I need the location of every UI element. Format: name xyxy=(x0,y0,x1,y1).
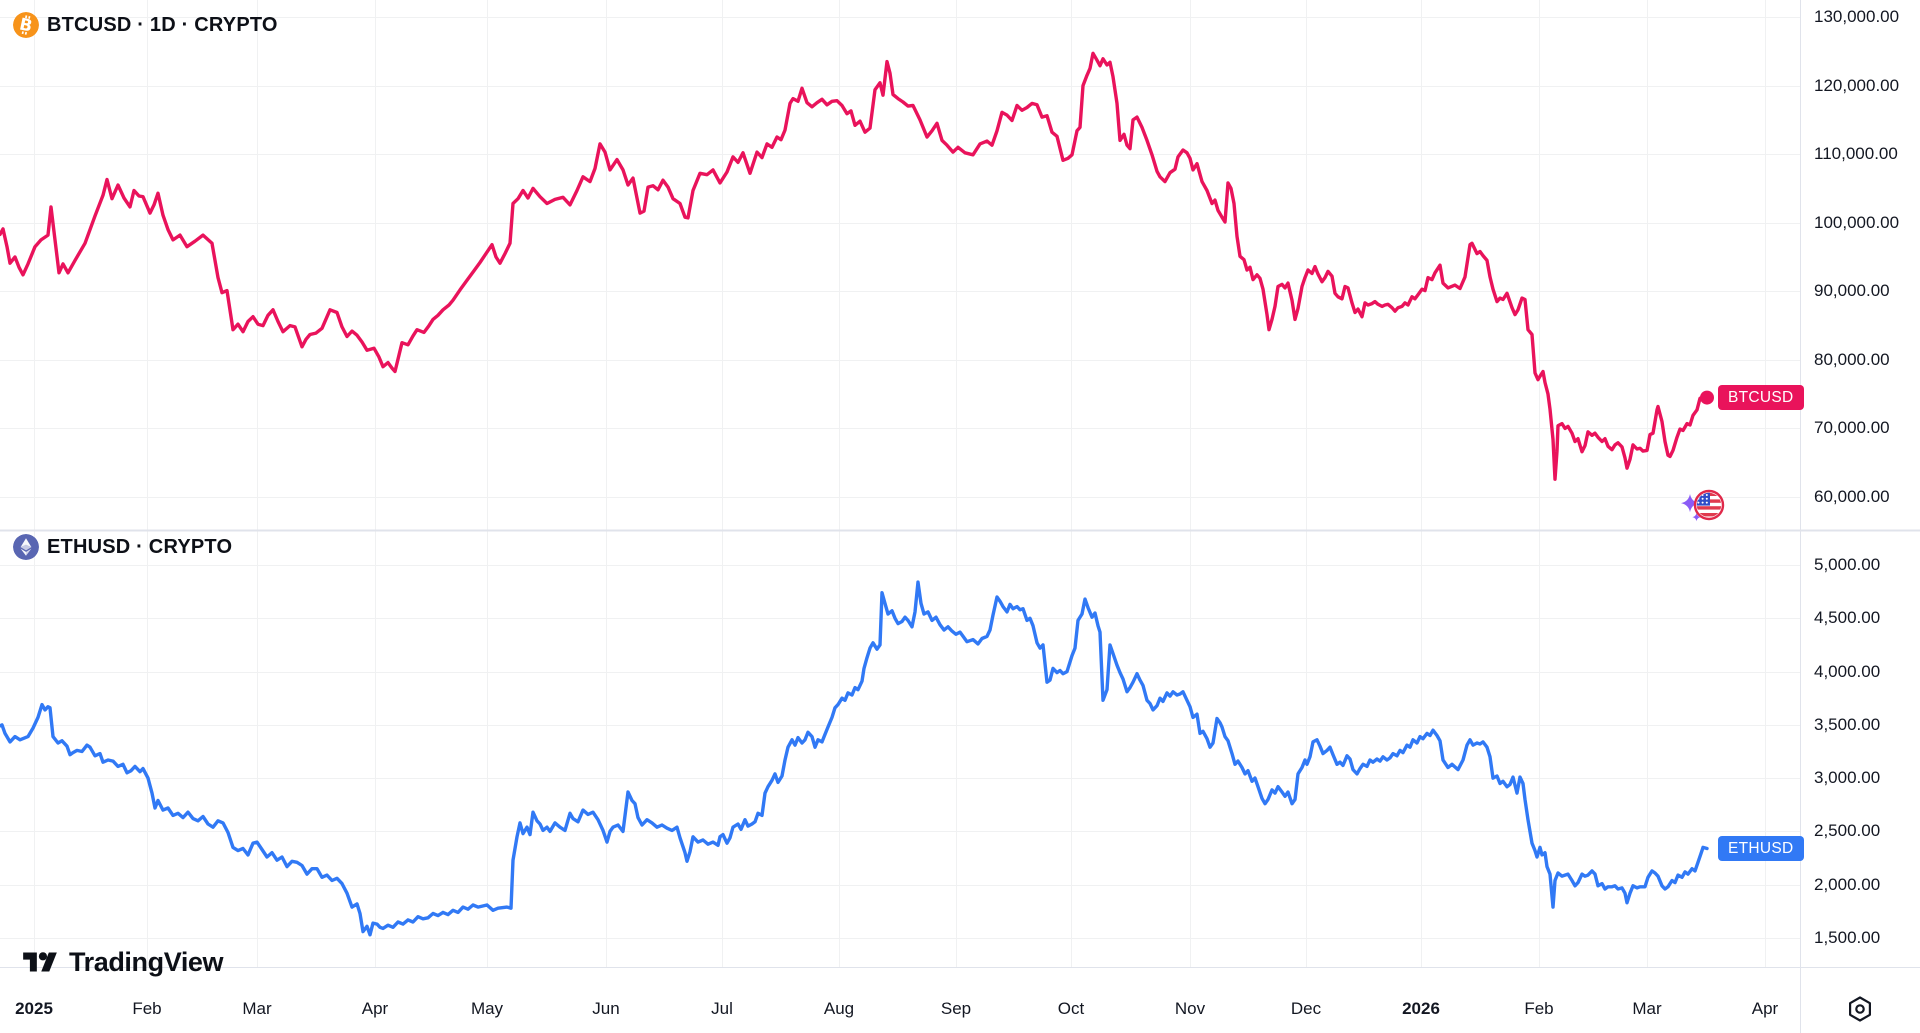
time-tick-label: Mar xyxy=(1632,999,1662,1018)
price-tick-label: 1,500.00 xyxy=(1814,928,1881,947)
bitcoin-icon: B xyxy=(13,12,39,38)
time-tick-label: Feb xyxy=(1524,999,1554,1018)
btcusd-last-point-dot xyxy=(1700,390,1714,405)
price-tick-label: 2,500.00 xyxy=(1814,821,1881,841)
price-tick-label: 5,000.00 xyxy=(1814,555,1881,574)
time-tick-label: Dec xyxy=(1290,999,1322,1018)
time-tick-label: Aug xyxy=(823,999,855,1018)
time-tick-label: Oct xyxy=(1057,999,1085,1018)
btcusd-price-badge: BTCUSD xyxy=(1718,385,1804,411)
price-tick-label: 2,000.00 xyxy=(1814,874,1881,894)
time-tick-label: 2025 xyxy=(15,999,53,1018)
btcusd-series-line[interactable] xyxy=(0,51,1709,481)
price-tick-label: 80,000.00 xyxy=(1814,349,1890,369)
price-tick-label: 3,000.00 xyxy=(1814,768,1881,788)
time-tick-label: Apr xyxy=(361,999,389,1018)
tradingview-logo[interactable]: TradingView xyxy=(20,946,224,978)
time-tick-label: Apr xyxy=(1751,999,1779,1018)
tradingview-logo-text: TradingView xyxy=(69,946,224,977)
btc-symbol-label: BTCUSD · 1D · CRYPTO xyxy=(47,13,278,36)
time-tick-label: 2026 xyxy=(1402,999,1440,1018)
time-tick-label: Nov xyxy=(1174,999,1206,1018)
tradingview-logo-icon xyxy=(23,952,57,972)
time-tick-label: Feb xyxy=(132,999,162,1018)
btc-pane-title[interactable]: B BTCUSD · 1D · CRYPTO xyxy=(13,12,278,38)
gear-icon[interactable] xyxy=(1845,994,1875,1024)
ethusd-series-line[interactable] xyxy=(0,580,1709,937)
price-tick-label: 110,000.00 xyxy=(1814,144,1898,164)
price-tick-label: 60,000.00 xyxy=(1814,487,1890,506)
price-tick-label: 100,000.00 xyxy=(1814,212,1900,232)
ethusd-price-badge: ETHUSD xyxy=(1718,835,1804,861)
price-tick-label: 4,000.00 xyxy=(1814,661,1881,681)
sparkle-small xyxy=(1692,513,1701,522)
time-tick-label: Mar xyxy=(242,999,272,1018)
svg-text:B: B xyxy=(18,14,34,35)
time-tick-label: Sep xyxy=(940,999,972,1018)
eth-symbol-label: ETHUSD · CRYPTO xyxy=(47,535,233,558)
ethereum-icon xyxy=(13,534,39,560)
price-tick-label: 120,000.00 xyxy=(1814,75,1900,95)
eth-pane-title[interactable]: ETHUSD · CRYPTO xyxy=(13,534,232,560)
price-tick-label: 4,500.00 xyxy=(1814,608,1881,628)
time-tick-label: May xyxy=(470,999,504,1018)
price-tick-label: 70,000.00 xyxy=(1814,418,1890,438)
price-tick-label: 130,000.00 xyxy=(1814,7,1900,26)
time-tick-label: Jul xyxy=(711,999,733,1018)
sparkle-large xyxy=(1681,494,1699,513)
time-tick-label: Jun xyxy=(592,999,620,1018)
price-tick-label: 90,000.00 xyxy=(1814,281,1890,301)
us-flag-event-icon[interactable] xyxy=(1680,484,1728,528)
price-tick-label: 3,500.00 xyxy=(1814,714,1881,734)
